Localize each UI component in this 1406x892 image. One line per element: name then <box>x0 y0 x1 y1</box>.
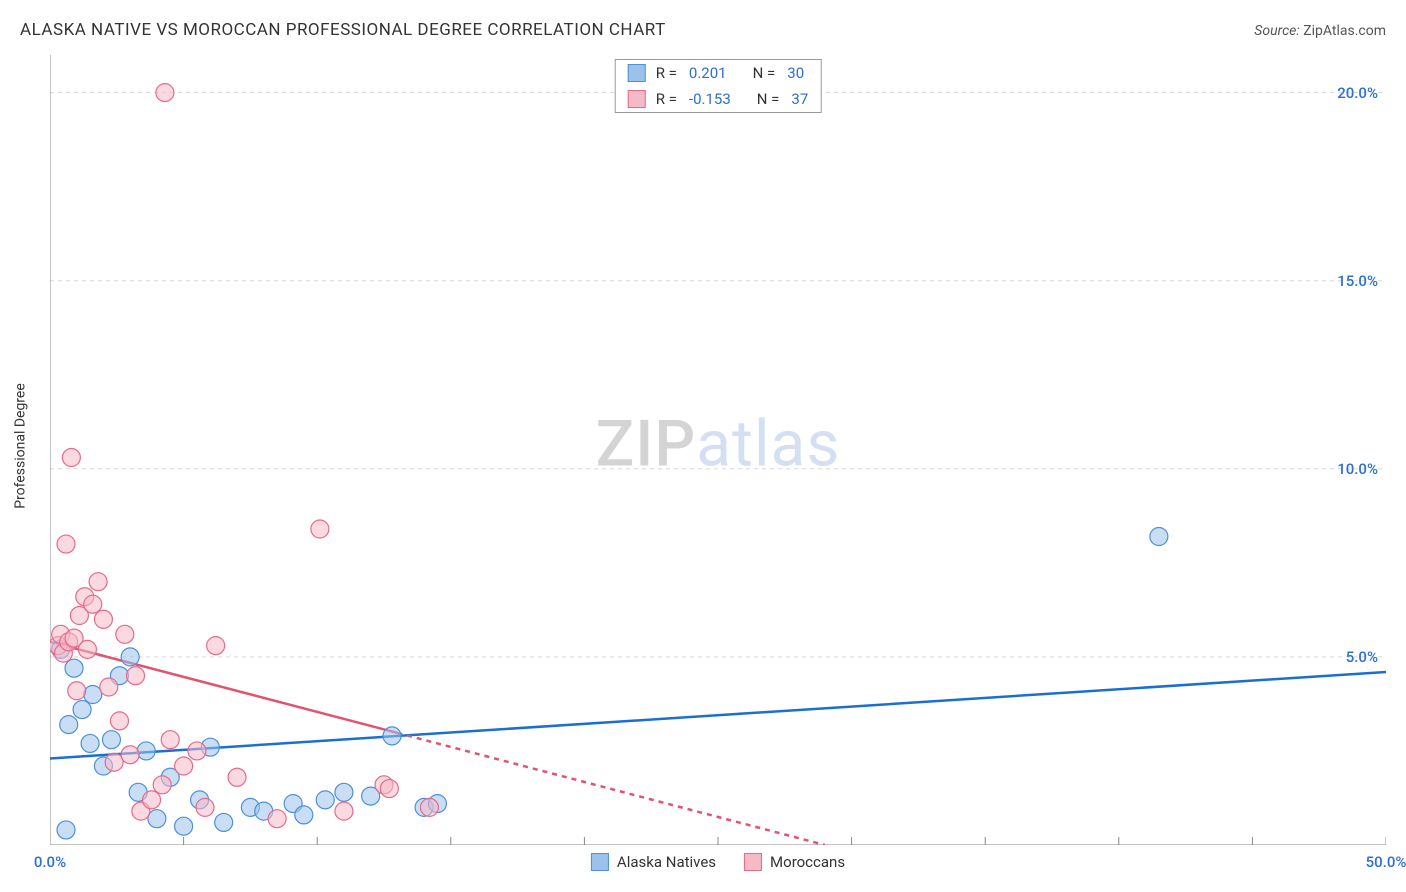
legend-series-name: Alaska Natives <box>617 853 716 871</box>
legend-swatch <box>744 853 762 871</box>
legend-series-name: Moroccans <box>770 853 845 871</box>
y-axis-label: Professional Degree <box>13 383 29 509</box>
legend-swatch <box>628 64 646 82</box>
stats-legend-row: R = 0.201 N = 30 <box>616 60 821 86</box>
n-label: N = <box>753 64 776 82</box>
plot-area: ZIPatlas R =0.201N =30R =-0.153N =37 Ala… <box>50 55 1386 845</box>
r-label: R = <box>656 90 677 108</box>
stats-legend-row: R = -0.153 N = 37 <box>616 86 821 112</box>
chart-title: ALASKA NATIVE VS MOROCCAN PROFESSIONAL D… <box>20 20 666 40</box>
source-attribution: Source: ZipAtlas.com <box>1254 23 1386 39</box>
y-tick-label: 5.0% <box>1346 648 1378 666</box>
n-value: 37 <box>791 90 808 108</box>
r-value: -0.153 <box>689 90 731 108</box>
source-label: Source: <box>1254 23 1299 39</box>
y-tick-label: 10.0% <box>1337 460 1378 478</box>
x-tick-label: 0.0% <box>34 853 66 871</box>
legend-swatch <box>628 90 646 108</box>
y-tick-label: 20.0% <box>1337 84 1378 102</box>
scatter-plot-svg <box>50 55 1386 845</box>
n-value: 30 <box>787 64 804 82</box>
r-value: 0.201 <box>689 64 727 82</box>
n-label: N = <box>757 90 780 108</box>
r-label: R = <box>656 64 677 82</box>
footer-legend: Alaska Natives Moroccans <box>591 853 845 871</box>
footer-legend-item: Alaska Natives <box>591 853 716 871</box>
y-tick-label: 15.0% <box>1337 272 1378 290</box>
source-value: ZipAtlas.com <box>1303 23 1386 39</box>
legend-swatch <box>591 853 609 871</box>
footer-legend-item: Moroccans <box>744 853 845 871</box>
stats-legend: R = 0.201 N = 30 R = -0.153 N = 37 <box>615 59 822 113</box>
x-tick-label: 50.0% <box>1366 853 1406 871</box>
